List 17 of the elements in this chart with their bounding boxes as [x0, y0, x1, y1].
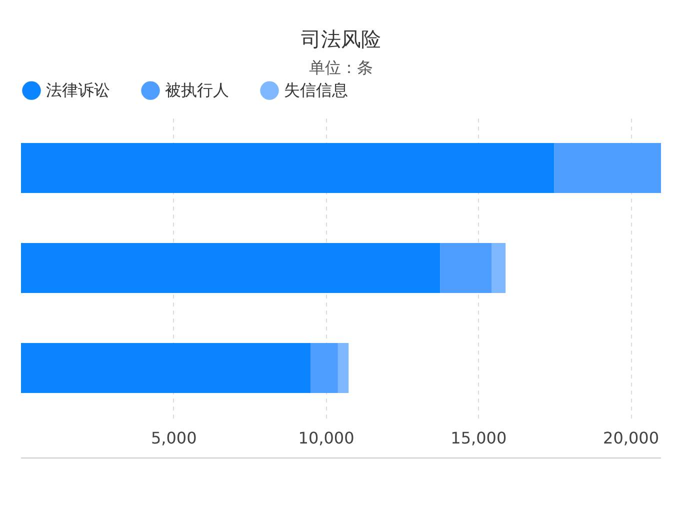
bar — [21, 143, 554, 193]
bar — [21, 243, 440, 293]
bar — [310, 343, 338, 393]
legend-label: 失信信息 — [284, 80, 348, 100]
bar — [338, 343, 349, 393]
bar — [554, 143, 661, 193]
x-tick-label: 20,000 — [603, 428, 660, 448]
x-tick-label: 5,000 — [150, 428, 197, 448]
chart-title: 司法风险 — [301, 27, 381, 51]
x-tick-label: 15,000 — [450, 428, 507, 448]
bar — [440, 243, 492, 293]
legend-label: 法律诉讼 — [46, 80, 110, 100]
chart-subtitle: 单位：条 — [309, 58, 373, 77]
x-tick-label: 10,000 — [298, 428, 354, 448]
bar — [21, 343, 311, 393]
bar — [492, 243, 506, 293]
legend-label: 被执行人 — [165, 80, 229, 100]
